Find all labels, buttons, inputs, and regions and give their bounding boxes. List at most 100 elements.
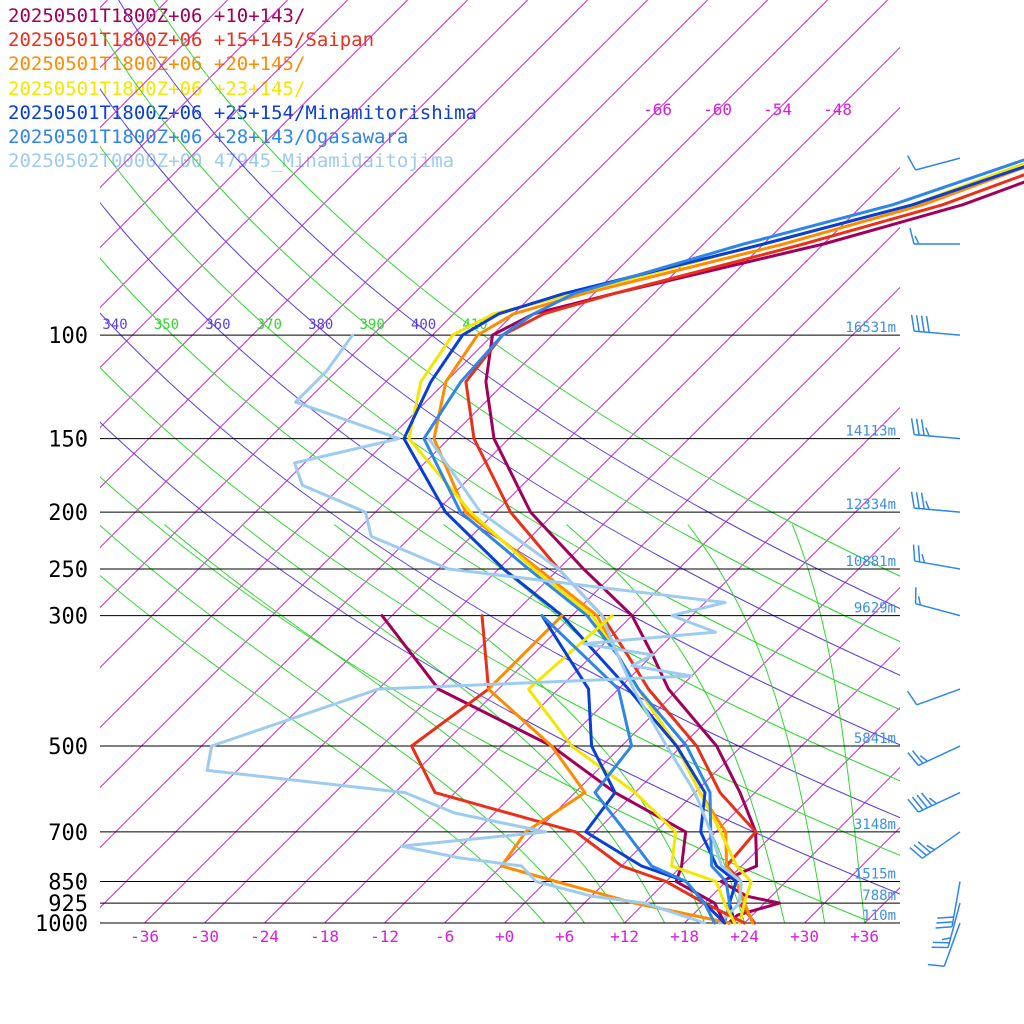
wind-barb-flag xyxy=(927,963,945,967)
theta-label: 380 xyxy=(308,317,333,333)
wind-barb-flag xyxy=(912,544,916,562)
isotherm-line xyxy=(100,0,288,189)
upper-temperature-label: -60 xyxy=(703,100,732,119)
height-label: 16531m xyxy=(845,320,896,336)
wind-barb xyxy=(910,314,961,336)
wind-barb-shaft xyxy=(917,791,961,813)
isotherm-line xyxy=(264,286,900,923)
theta-label: 370 xyxy=(257,317,282,333)
height-label: 3148m xyxy=(854,817,896,833)
isotherm-line xyxy=(100,0,408,309)
isotherm-line xyxy=(100,0,468,369)
isotherm-line xyxy=(564,586,900,923)
isotherm-line xyxy=(100,0,108,9)
wind-barb xyxy=(914,587,961,617)
isotherm-line xyxy=(804,826,900,923)
wind-barb-flag xyxy=(907,798,919,813)
wind-barb-shaft xyxy=(951,881,961,927)
series-line xyxy=(422,158,1024,925)
dry-adiabat-line xyxy=(100,366,900,856)
pressure-label: 925 xyxy=(48,892,88,917)
height-label: 9629m xyxy=(854,601,896,617)
isotherm-line xyxy=(324,346,900,923)
legend-entry: 20250501T1800Z+06 +10+143/ xyxy=(8,5,306,27)
wind-barb-flag xyxy=(910,314,915,332)
chart-legend: 20250501T1800Z+06 +10+143/20250501T1800Z… xyxy=(8,4,477,173)
temperature-tick-label: +30 xyxy=(790,927,819,946)
dry-adiabat-line xyxy=(100,145,900,711)
isotherm-line xyxy=(444,466,900,923)
legend-entry: 20250502T0000Z+00 47945_Minamidaitojima xyxy=(8,150,455,173)
wind-barb-flag xyxy=(913,844,927,857)
pressure-label: 700 xyxy=(48,821,88,846)
wind-barb-flag xyxy=(935,926,953,929)
wind-barb xyxy=(907,791,961,813)
dry-adiabat-line xyxy=(100,312,900,819)
sounding-series xyxy=(205,158,1024,925)
isotherm-line xyxy=(864,886,900,923)
wind-barb-shaft xyxy=(916,688,961,706)
wind-barb-flag xyxy=(909,227,915,245)
series-line xyxy=(407,162,1024,925)
wind-barb xyxy=(906,688,961,706)
temperature-tick-label: +18 xyxy=(670,927,699,946)
isotherm-line xyxy=(100,0,708,609)
dry-adiabat-line xyxy=(153,0,900,577)
wind-barb-flag xyxy=(921,554,926,564)
theta-label: 390 xyxy=(359,317,384,333)
pressure-label: 250 xyxy=(48,558,88,583)
wind-barb-shaft xyxy=(914,560,961,570)
wind-barb xyxy=(931,902,961,949)
wind-barb-flag xyxy=(920,792,933,807)
height-label: 14113m xyxy=(845,424,896,440)
wind-barb-flag xyxy=(937,916,954,919)
wind-barb-flag xyxy=(917,596,922,606)
wind-barb xyxy=(910,491,961,513)
isotherm-line xyxy=(100,0,228,129)
wind-barb-flag xyxy=(920,315,925,333)
temperature-tick-label: +36 xyxy=(850,927,879,946)
wind-barb-flag xyxy=(920,492,925,510)
wind-barb-flag xyxy=(915,315,920,332)
pressure-label: 850 xyxy=(48,871,88,896)
wind-barb xyxy=(912,544,961,570)
temperature-tick-label: +6 xyxy=(555,927,574,946)
series-line xyxy=(402,165,1024,925)
wind-barb xyxy=(909,831,961,859)
wind-barbs xyxy=(906,155,961,967)
background-grid xyxy=(100,0,900,923)
wind-barb-shaft xyxy=(917,745,961,767)
wind-barb xyxy=(910,418,961,440)
wind-barb-flag xyxy=(911,796,924,811)
legend-entry: 20250501T1800Z+06 +25+154/Minamitorishim… xyxy=(8,101,477,124)
series-line xyxy=(380,614,727,925)
wind-barb-flag xyxy=(926,844,935,851)
isotherm-line xyxy=(684,706,900,923)
wind-barb-flag xyxy=(909,846,923,859)
series-line xyxy=(410,614,747,925)
moist-adiabat-line xyxy=(791,524,866,923)
wind-barb xyxy=(906,155,961,171)
isotherm-line xyxy=(100,0,528,429)
legend-entry: 20250501T1800Z+06 +20+145/ xyxy=(8,53,306,76)
pressure-label: 1000 xyxy=(35,912,88,937)
pressure-label: 300 xyxy=(48,605,88,630)
wind-barb-flag xyxy=(914,235,920,245)
moist-adiabat-line xyxy=(241,524,666,923)
temperature-tick-label: -24 xyxy=(250,927,279,946)
wind-barb-flag xyxy=(928,797,937,805)
isotherm-line xyxy=(100,0,348,249)
dry-adiabat-line xyxy=(100,257,900,782)
wind-barb-shaft xyxy=(947,902,961,948)
dry-adiabat-line xyxy=(100,476,866,921)
pressure-label: 100 xyxy=(48,324,88,349)
wind-barb-flag xyxy=(911,750,924,764)
wind-barb-flag xyxy=(917,545,921,562)
wind-barb xyxy=(909,227,960,245)
height-label: 10881m xyxy=(845,554,896,570)
wind-barb-flag xyxy=(925,500,930,510)
wind-barb xyxy=(935,881,961,929)
legend-entry: 20250501T1800Z+06 +28+143/Ogasawara xyxy=(8,126,409,149)
temperature-tick-label: -36 xyxy=(130,927,159,946)
